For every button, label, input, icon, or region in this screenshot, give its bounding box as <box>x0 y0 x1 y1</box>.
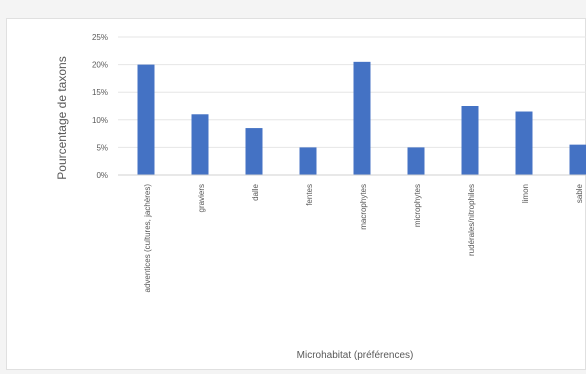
bar <box>191 114 209 175</box>
y-tick-labels: 0% 5% 10% 15% 20% 25% <box>92 33 108 180</box>
y-tick-label: 20% <box>92 61 108 70</box>
plot-panel <box>6 18 586 370</box>
x-axis-label: Microhabitat (préférences) <box>297 350 414 361</box>
bar <box>245 128 263 175</box>
x-tick-label: dalle <box>251 183 260 200</box>
x-tick-label: fentes <box>305 184 314 206</box>
x-tick-label: adventices (cultures, jachères) <box>143 184 152 293</box>
x-tick-label: microphytes <box>413 184 422 227</box>
y-tick-label: 5% <box>96 143 108 152</box>
bar <box>137 64 155 175</box>
bar <box>569 144 586 175</box>
bars <box>137 61 586 176</box>
x-tick-label: rudérales/nitrophiles <box>467 184 476 256</box>
bar <box>515 111 533 175</box>
x-tick-labels: adventices (cultures, jachères) graviers d… <box>143 183 584 292</box>
y-tick-label: 0% <box>96 171 108 180</box>
x-tick-label: macrophytes <box>359 184 368 230</box>
x-tick-label: sable <box>575 183 584 203</box>
x-tick-label: graviers <box>197 184 206 212</box>
bar <box>299 147 317 175</box>
y-axis-label: Pourcentage de taxons <box>55 56 69 179</box>
y-tick-label: 25% <box>92 33 108 42</box>
y-tick-label: 10% <box>92 116 108 125</box>
bar <box>353 61 371 176</box>
y-tick-label: 15% <box>92 88 108 97</box>
x-tick-label: limon <box>521 184 530 203</box>
bar <box>461 106 479 175</box>
bar <box>407 147 425 175</box>
